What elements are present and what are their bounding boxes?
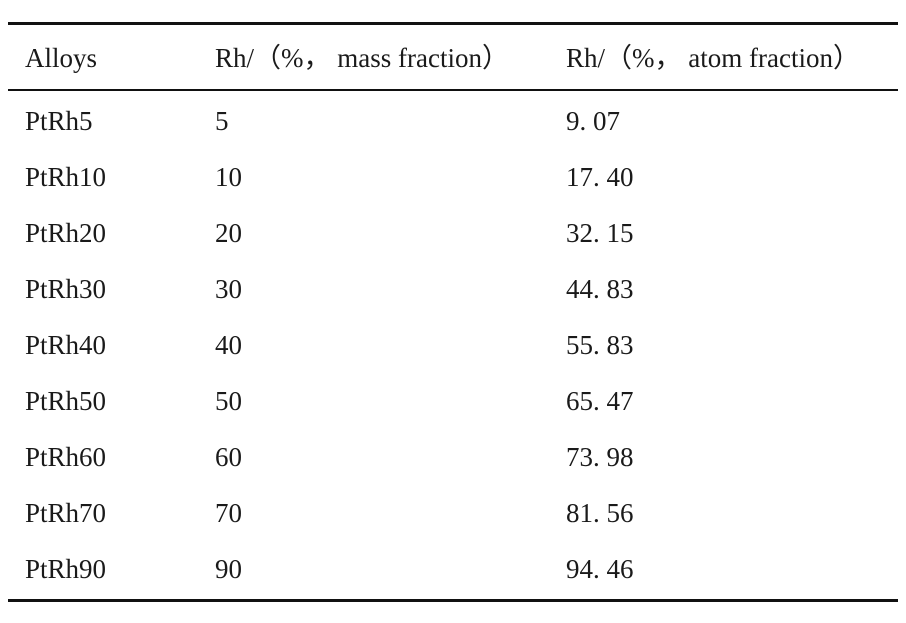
table-header-rule [8, 89, 898, 91]
alloy-composition-table: Alloys Rh/（%， mass fraction） Rh/（%， atom… [8, 22, 898, 602]
table-row: PtRh90 90 94. 46 [8, 541, 898, 597]
table-row: PtRh40 40 55. 83 [8, 317, 898, 373]
mass-fraction-cell: 50 [215, 386, 242, 416]
atom-fraction-cell: 44. 83 [566, 274, 634, 304]
mass-fraction-cell: 90 [215, 554, 242, 584]
atom-fraction-cell: 32. 15 [566, 218, 634, 248]
table-row: PtRh30 30 44. 83 [8, 261, 898, 317]
atom-fraction-cell: 55. 83 [566, 330, 634, 360]
alloy-cell: PtRh40 [25, 330, 107, 360]
table-top-rule [8, 22, 898, 25]
alloy-cell: PtRh70 [25, 498, 107, 528]
table-row: PtRh60 60 73. 98 [8, 429, 898, 485]
table-row: PtRh70 70 81. 56 [8, 485, 898, 541]
alloy-cell: PtRh90 [25, 554, 107, 584]
alloy-cell: PtRh50 [25, 386, 107, 416]
alloy-cell: PtRh5 [25, 106, 93, 136]
alloy-cell: PtRh60 [25, 442, 107, 472]
mass-fraction-cell: 10 [215, 162, 242, 192]
mass-fraction-cell: 20 [215, 218, 242, 248]
mass-fraction-cell: 5 [215, 106, 229, 136]
mass-fraction-cell: 70 [215, 498, 242, 528]
mass-fraction-cell: 40 [215, 330, 242, 360]
mass-fraction-cell: 60 [215, 442, 242, 472]
table-row: PtRh50 50 65. 47 [8, 373, 898, 429]
alloy-cell: PtRh30 [25, 274, 107, 304]
header-mass-fraction: Rh/（%， mass fraction） [215, 43, 509, 73]
atom-fraction-cell: 94. 46 [566, 554, 634, 584]
table-row: PtRh20 20 32. 15 [8, 205, 898, 261]
alloy-cell: PtRh20 [25, 218, 107, 248]
table-row: PtRh5 5 9. 07 [8, 93, 898, 149]
mass-fraction-cell: 30 [215, 274, 242, 304]
atom-fraction-cell: 9. 07 [566, 106, 620, 136]
table-row: PtRh10 10 17. 40 [8, 149, 898, 205]
atom-fraction-cell: 17. 40 [566, 162, 634, 192]
header-atom-fraction: Rh/（%， atom fraction） [566, 43, 860, 73]
atom-fraction-cell: 65. 47 [566, 386, 634, 416]
atom-fraction-cell: 81. 56 [566, 498, 634, 528]
table-bottom-rule [8, 599, 898, 602]
alloy-cell: PtRh10 [25, 162, 107, 192]
table-header-row: Alloys Rh/（%， mass fraction） Rh/（%， atom… [8, 25, 898, 89]
atom-fraction-cell: 73. 98 [566, 442, 634, 472]
header-alloys: Alloys [25, 43, 98, 73]
